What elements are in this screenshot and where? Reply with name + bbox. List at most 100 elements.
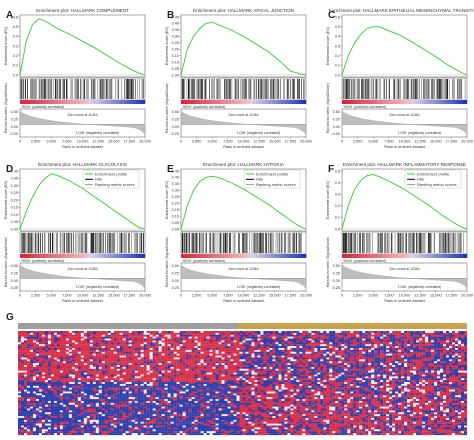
heatmap-cell	[191, 336, 195, 339]
hits-group	[342, 233, 464, 253]
heatmap-cell	[440, 357, 444, 360]
heatmap-cell	[455, 349, 459, 352]
heatmap-cell	[287, 349, 291, 352]
heatmap-cell	[323, 348, 327, 351]
heatmap-cell	[398, 338, 402, 341]
heatmap-cell	[329, 346, 333, 349]
heatmap-cell	[95, 372, 99, 375]
heatmap-cell	[263, 336, 267, 339]
heatmap-cell	[41, 348, 46, 351]
heatmap-cell	[341, 342, 345, 345]
x-tick-label: 2,500	[192, 294, 202, 298]
heatmap-cell	[107, 355, 111, 358]
heatmap-cell	[236, 344, 240, 347]
heatmap-cell	[65, 351, 69, 354]
heatmap-cell	[281, 348, 285, 351]
heatmap-cell	[320, 346, 324, 349]
heatmap-cell	[203, 353, 207, 356]
heatmap-cell	[236, 338, 240, 341]
heatmap-cell	[278, 348, 282, 351]
heatmap-cell	[131, 334, 135, 337]
heatmap-cell	[101, 368, 105, 371]
heatmap-cell	[230, 366, 234, 369]
heatmap-cell	[323, 342, 327, 345]
heatmap-cell	[227, 348, 231, 351]
rank-color-segment	[132, 254, 136, 258]
heatmap-cell	[278, 370, 282, 373]
heatmap-cell	[137, 331, 141, 333]
heatmap-cell	[200, 332, 204, 335]
heatmap-cell	[389, 334, 393, 337]
heatmap-cell	[401, 355, 405, 358]
heatmap-cell	[35, 332, 40, 335]
heatmap-cell	[77, 348, 81, 351]
heatmap-cell	[296, 353, 300, 356]
heatmap-cell	[275, 348, 279, 351]
heatmap-cell	[149, 338, 153, 341]
rank-color-segment	[35, 100, 40, 104]
heatmap-cell	[305, 332, 309, 335]
heatmap-cell	[419, 344, 423, 347]
heatmap-cell	[329, 363, 333, 366]
heatmap-cell	[464, 368, 468, 371]
heatmap-cell	[287, 366, 291, 369]
heatmap-cell	[320, 336, 324, 339]
heatmap-cell	[293, 351, 297, 354]
heatmap-cell	[77, 332, 81, 335]
heatmap-cell	[146, 336, 150, 339]
heatmap-cell	[137, 370, 141, 373]
heatmap-cell	[74, 361, 78, 364]
heatmap-cell	[200, 368, 204, 371]
heatmap-cell	[77, 342, 81, 345]
heatmap-cell	[392, 349, 396, 352]
heatmap-cell	[149, 344, 153, 347]
heatmap-cell	[365, 359, 369, 362]
heatmap-cell	[230, 340, 234, 343]
heatmap-cell	[128, 332, 132, 335]
heatmap-cell	[104, 342, 108, 345]
heatmap-cell	[260, 346, 264, 349]
heatmap-cell	[416, 348, 420, 351]
heatmap-cell	[416, 344, 420, 347]
heatmap-cell	[296, 351, 300, 354]
heatmap-cell	[125, 370, 129, 373]
y-tick-label: 0.30	[11, 184, 18, 188]
heatmap-cell	[314, 346, 318, 349]
heatmap-cell	[359, 332, 363, 335]
heatmap-cell	[344, 342, 348, 345]
heatmap-cell	[122, 336, 126, 339]
heatmap-cell	[209, 363, 213, 366]
heatmap-cell	[449, 346, 453, 349]
heatmap-cell	[173, 346, 177, 349]
heatmap-cell	[218, 348, 222, 351]
heatmap-cell	[389, 363, 393, 366]
heatmap-cell	[47, 346, 52, 349]
heatmap-cell	[41, 363, 46, 366]
heatmap-cell	[137, 342, 141, 345]
heatmap-cell	[206, 344, 210, 347]
x-tick-label: 17,500	[124, 294, 136, 298]
heatmap-cell	[374, 338, 378, 341]
heatmap-cell	[185, 363, 189, 366]
rank-color-segment	[417, 100, 421, 104]
heatmap-cell	[56, 342, 61, 345]
heatmap-cell	[269, 346, 273, 349]
heatmap-cell	[254, 334, 258, 337]
heatmap-cell	[77, 370, 81, 373]
heatmap-cell	[338, 336, 342, 339]
heatmap-cell	[101, 365, 105, 368]
heatmap-cell	[461, 340, 465, 343]
heatmap-cell	[224, 336, 228, 339]
heatmap-cell	[89, 370, 93, 373]
heatmap-cell	[170, 359, 174, 362]
heatmap-cell	[80, 366, 84, 369]
heatmap-cell	[209, 349, 213, 352]
heatmap-cell	[122, 366, 126, 369]
rank-color-segment	[290, 100, 294, 104]
heatmap-cell	[293, 365, 297, 368]
heatmap-cell	[254, 351, 258, 354]
heatmap-cell	[53, 331, 58, 333]
heatmap-cell	[236, 365, 240, 368]
rank-color-segment	[132, 100, 136, 104]
x-tick-label: 10,000	[77, 294, 89, 298]
